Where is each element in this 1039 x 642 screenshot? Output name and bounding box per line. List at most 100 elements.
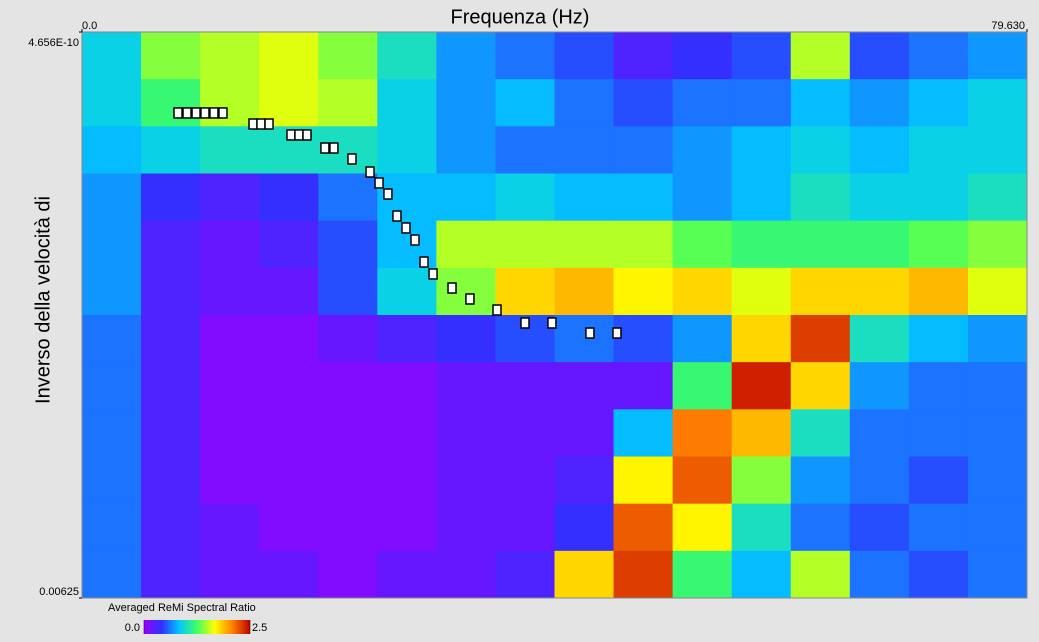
heatmap-cell bbox=[318, 456, 378, 505]
heatmap-cell bbox=[554, 456, 615, 505]
pick-marker bbox=[182, 107, 192, 119]
heatmap-cell bbox=[82, 173, 142, 222]
heatmap-cell bbox=[672, 362, 733, 410]
heatmap-cell bbox=[495, 267, 555, 316]
heatmap-cell bbox=[141, 173, 201, 222]
heatmap-cell bbox=[849, 267, 910, 316]
heatmap-cell bbox=[849, 32, 910, 80]
heatmap-cell bbox=[377, 503, 437, 552]
heatmap-cell bbox=[908, 409, 969, 457]
heatmap-cell bbox=[731, 220, 792, 269]
pick-marker bbox=[401, 222, 411, 234]
heatmap-cell bbox=[200, 267, 260, 316]
heatmap-cell bbox=[377, 126, 437, 174]
heatmap-cell bbox=[967, 173, 1028, 222]
heatmap-cell bbox=[377, 315, 437, 363]
heatmap-cell bbox=[967, 503, 1028, 552]
heatmap-cell bbox=[849, 220, 910, 269]
heatmap-cell bbox=[495, 220, 555, 269]
heatmap-cell bbox=[790, 32, 851, 80]
heatmap-cell bbox=[554, 362, 615, 410]
heatmap-cell bbox=[613, 503, 674, 552]
heatmap-cell bbox=[554, 79, 615, 127]
heatmap-cell bbox=[613, 79, 674, 127]
heatmap-cell bbox=[849, 550, 910, 599]
heatmap-cell bbox=[849, 126, 910, 174]
heatmap-cell bbox=[436, 220, 496, 269]
heatmap-cell bbox=[141, 456, 201, 505]
heatmap-cell bbox=[318, 503, 378, 552]
heatmap-cell bbox=[82, 503, 142, 552]
heatmap-cell bbox=[613, 126, 674, 174]
heatmap-cell bbox=[436, 126, 496, 174]
heatmap-cell bbox=[377, 409, 437, 457]
heatmap-cell bbox=[672, 126, 733, 174]
heatmap-cell bbox=[908, 315, 969, 363]
pick-marker bbox=[191, 107, 201, 119]
heatmap-cell bbox=[672, 456, 733, 505]
heatmap-cell bbox=[259, 315, 319, 363]
heatmap-cell bbox=[377, 456, 437, 505]
heatmap-cell bbox=[495, 550, 555, 599]
heatmap-cell bbox=[967, 220, 1028, 269]
heatmap-cell bbox=[259, 503, 319, 552]
pick-marker bbox=[329, 142, 339, 154]
heatmap-cell bbox=[554, 409, 615, 457]
heatmap-cell bbox=[82, 456, 142, 505]
heatmap-cell bbox=[613, 409, 674, 457]
heatmap-cell bbox=[849, 409, 910, 457]
pick-marker bbox=[256, 118, 266, 130]
heatmap-cell bbox=[259, 267, 319, 316]
heatmap-cell bbox=[259, 173, 319, 222]
heatmap-cell bbox=[731, 79, 792, 127]
heatmap-cell bbox=[141, 409, 201, 457]
heatmap-cell bbox=[849, 173, 910, 222]
pick-marker bbox=[200, 107, 210, 119]
heatmap-cell bbox=[790, 409, 851, 457]
heatmap-cell bbox=[141, 315, 201, 363]
heatmap-cell bbox=[790, 79, 851, 127]
plot-frame bbox=[81, 31, 1028, 599]
heatmap-cell bbox=[908, 32, 969, 80]
heatmap-cell bbox=[495, 32, 555, 80]
heatmap-cell bbox=[141, 220, 201, 269]
heatmap-cell bbox=[613, 315, 674, 363]
heatmap-cell bbox=[318, 315, 378, 363]
pick-marker bbox=[294, 129, 304, 141]
heatmap-cell bbox=[141, 362, 201, 410]
heatmap-cell bbox=[259, 409, 319, 457]
heatmap-cell bbox=[790, 173, 851, 222]
pick-marker bbox=[419, 256, 429, 268]
heatmap-cell bbox=[554, 315, 615, 363]
heatmap-cell bbox=[436, 173, 496, 222]
y-axis-label: Inverso della velocità di bbox=[32, 196, 54, 404]
heatmap-cell bbox=[377, 79, 437, 127]
heatmap-cell bbox=[967, 126, 1028, 174]
colorbar bbox=[144, 620, 250, 634]
heatmap-cell bbox=[495, 79, 555, 127]
heatmap-cell bbox=[908, 362, 969, 410]
heatmap-cell bbox=[200, 550, 260, 599]
x-axis-label: Frequenza (Hz) bbox=[451, 6, 590, 28]
heatmap-cell bbox=[731, 456, 792, 505]
heatmap-cell bbox=[495, 362, 555, 410]
pick-marker bbox=[547, 317, 557, 329]
heatmap-cell bbox=[672, 503, 733, 552]
heatmap-cell bbox=[554, 503, 615, 552]
heatmap-cell bbox=[82, 79, 142, 127]
heatmap-cell bbox=[200, 32, 260, 80]
pick-marker bbox=[612, 327, 622, 339]
heatmap-cell bbox=[790, 315, 851, 363]
heatmap-cell bbox=[495, 126, 555, 174]
heatmap-cell bbox=[377, 267, 437, 316]
heatmap-cell bbox=[495, 503, 555, 552]
colorbar-tick-label: 0.0 bbox=[125, 622, 140, 634]
pick-marker bbox=[286, 129, 296, 141]
heatmap-cell bbox=[613, 456, 674, 505]
heatmap-cell bbox=[259, 32, 319, 80]
pick-marker bbox=[392, 210, 402, 222]
heatmap-cell bbox=[436, 315, 496, 363]
heatmap-cell bbox=[318, 409, 378, 457]
heatmap-cell bbox=[849, 362, 910, 410]
heatmap-cell bbox=[82, 362, 142, 410]
